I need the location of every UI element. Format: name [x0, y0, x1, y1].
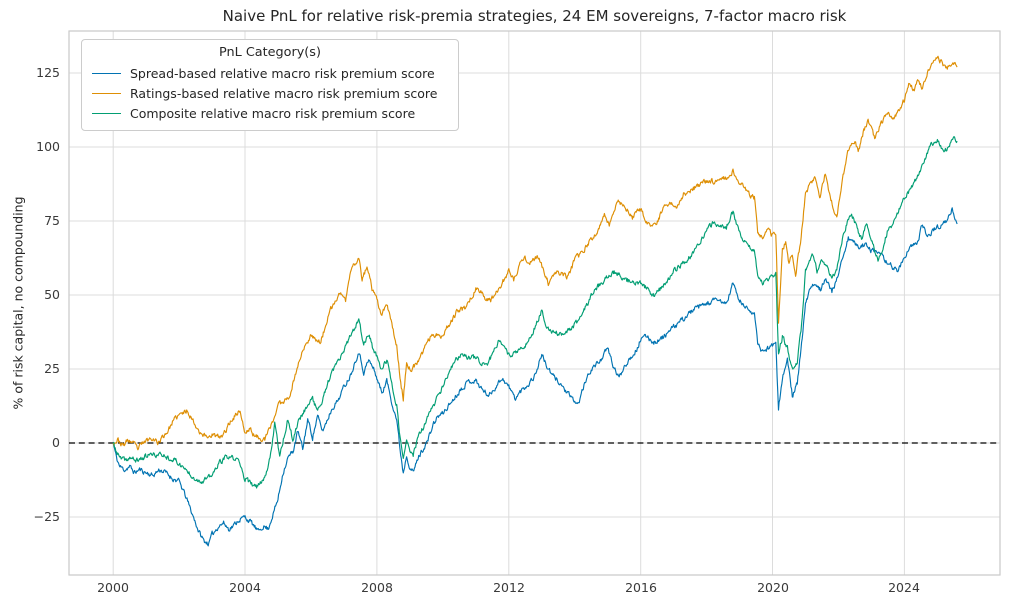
legend-label: Composite relative macro risk premium sc… [130, 105, 416, 121]
series-line-ratings [112, 55, 958, 451]
x-tick-label-2020: 2020 [757, 580, 789, 595]
y-tick-label-25: 25 [44, 361, 60, 376]
y-tick-label-125: 125 [36, 65, 60, 80]
x-tick-label-2012: 2012 [493, 580, 525, 595]
legend-label: Spread-based relative macro risk premium… [130, 65, 435, 81]
legend-entry-spread: Spread-based relative macro risk premium… [90, 63, 450, 83]
legend-entry-composite: Composite relative macro risk premium sc… [90, 103, 450, 123]
x-tick-label-2008: 2008 [361, 580, 393, 595]
series-line-composite [112, 136, 958, 489]
y-tick-label-50: 50 [44, 287, 60, 302]
plot-border [68, 30, 1001, 576]
legend: PnL Category(s) Spread-based relative ma… [81, 39, 459, 131]
spread-line-swatch-icon [92, 72, 121, 74]
legend-title: PnL Category(s) [219, 45, 321, 60]
y-tick-label--25: −25 [33, 509, 60, 524]
y-tick-label-75: 75 [44, 213, 60, 228]
x-tick-label-2000: 2000 [97, 580, 129, 595]
ratings-line-swatch-icon [92, 92, 121, 94]
y-tick-label-0: 0 [52, 435, 60, 450]
y-axis-label: % of risk capital, no compounding [10, 196, 26, 410]
chart-title: Naive PnL for relative risk-premia strat… [222, 7, 847, 25]
x-tick-label-2016: 2016 [625, 580, 657, 595]
series-line-spread [112, 207, 958, 547]
x-tick-label-2004: 2004 [229, 580, 261, 595]
composite-line-swatch-icon [92, 112, 121, 114]
legend-entry-ratings: Ratings-based relative macro risk premiu… [90, 83, 450, 103]
legend-label: Ratings-based relative macro risk premiu… [130, 85, 438, 101]
y-tick-label-100: 100 [36, 139, 60, 154]
x-tick-label-2024: 2024 [888, 580, 920, 595]
